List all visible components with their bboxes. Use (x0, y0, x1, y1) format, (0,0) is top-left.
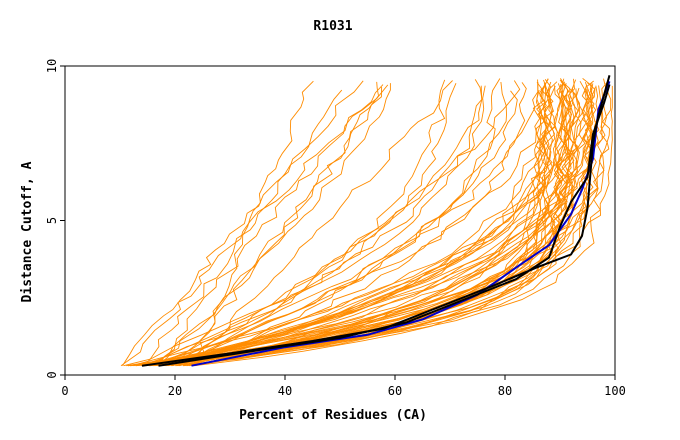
chart-title: R1031 (313, 19, 352, 34)
highlight-series-group (141, 75, 611, 367)
axis-ticks: 0 20 40 60 80 100 0 5 10 (45, 59, 626, 398)
orange-series-line (142, 90, 563, 367)
orange-series-line (146, 79, 547, 367)
orange-series-line (130, 79, 556, 367)
orange-series-line (171, 79, 446, 367)
y-axis-label: Distance Cutoff, A (20, 161, 35, 302)
orange-series-line (178, 82, 527, 367)
x-tick-label: 40 (278, 384, 292, 398)
orange-series-line (171, 90, 518, 367)
orange-series-line (157, 81, 379, 366)
orange-series-line (127, 87, 579, 367)
orange-series-line (171, 86, 600, 367)
orange-series-group (120, 78, 613, 367)
orange-series-line (128, 89, 575, 367)
orange-series-line (149, 78, 607, 367)
orange-series-line (151, 85, 486, 367)
orange-series-line (189, 80, 595, 367)
x-axis-label: Percent of Residues (CA) (239, 408, 427, 423)
x-tick-label: 0 (61, 384, 68, 398)
orange-series-line (136, 82, 594, 367)
orange-series-line (166, 83, 457, 367)
black-series-line (158, 84, 611, 367)
y-tick-label: 5 (45, 217, 59, 224)
orange-series-line (120, 84, 384, 367)
orange-series-line (193, 80, 590, 367)
orange-series-line (140, 82, 539, 367)
orange-series-line (164, 81, 558, 367)
orange-series-line (183, 86, 383, 366)
orange-series-line (144, 89, 343, 366)
orange-series-line (122, 80, 364, 366)
x-tick-label: 60 (388, 384, 402, 398)
orange-series-line (191, 83, 556, 367)
orange-series-line (176, 83, 567, 367)
orange-series-line (166, 78, 593, 367)
orange-series-line (190, 80, 314, 367)
x-tick-label: 80 (498, 384, 512, 398)
orange-series-line (153, 81, 594, 367)
orange-series-line (179, 80, 521, 367)
orange-series-line (126, 86, 612, 367)
x-tick-label: 100 (604, 384, 626, 398)
orange-series-line (143, 78, 549, 367)
blue-series-line (191, 81, 611, 367)
orange-series-line (149, 88, 552, 367)
orange-series-line (135, 79, 571, 367)
orange-series-line (157, 83, 391, 367)
orange-series-line (150, 85, 606, 367)
orange-series-line (123, 79, 483, 367)
y-tick-label: 10 (45, 59, 59, 73)
orange-series-line (142, 81, 544, 367)
orange-series-line (162, 84, 588, 367)
orange-series-line (158, 85, 483, 367)
y-tick-label: 0 (45, 371, 59, 378)
black-series-line (141, 75, 611, 367)
x-tick-label: 20 (168, 384, 182, 398)
